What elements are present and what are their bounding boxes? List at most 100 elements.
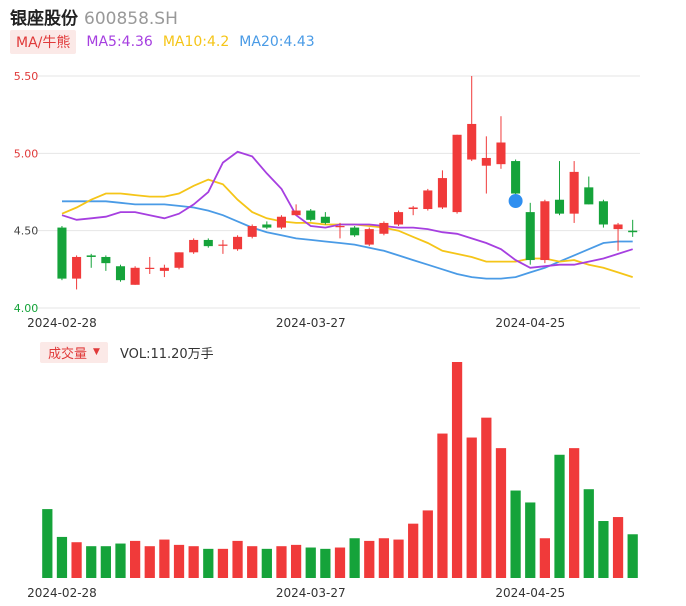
volume-bar[interactable] [408, 523, 419, 578]
volume-bar[interactable] [203, 548, 214, 578]
candle[interactable] [437, 170, 447, 210]
volume-bar[interactable] [364, 540, 375, 578]
volume-bar[interactable] [42, 509, 53, 578]
candle[interactable] [335, 222, 345, 239]
candle[interactable] [233, 235, 243, 251]
volume-bar[interactable] [173, 544, 185, 578]
volume-bar[interactable] [510, 490, 521, 578]
candle[interactable] [115, 264, 126, 282]
volume-bar[interactable] [159, 539, 170, 578]
x-tick-label: 2024-04-25 [495, 316, 565, 330]
candle[interactable] [101, 255, 111, 271]
volume-bar[interactable] [451, 362, 463, 578]
volume-bar[interactable] [378, 538, 390, 578]
candle-body [57, 227, 67, 279]
candle[interactable] [57, 226, 67, 281]
volume-bar[interactable] [144, 546, 155, 578]
candle[interactable] [525, 202, 535, 265]
volume-bar[interactable] [598, 521, 609, 578]
candle[interactable] [584, 176, 594, 205]
candle[interactable] [598, 199, 608, 228]
candle[interactable] [130, 266, 140, 285]
candle[interactable] [145, 256, 155, 274]
volume-bar[interactable] [495, 448, 507, 578]
ma20-legend: MA20:4.43 [239, 34, 315, 50]
volume-bar[interactable] [539, 538, 550, 578]
volume-bar[interactable] [290, 544, 302, 578]
volume-bar[interactable] [100, 546, 111, 578]
volume-bar[interactable] [422, 510, 433, 578]
event-marker-circle [508, 194, 523, 208]
volume-bar[interactable] [56, 536, 68, 578]
candle[interactable] [364, 227, 374, 247]
candle[interactable] [159, 264, 169, 278]
candle[interactable] [306, 209, 316, 222]
ma-toggle-button[interactable]: MA/牛熊 [10, 30, 77, 54]
volume-bar[interactable] [525, 502, 536, 578]
volume-bar[interactable] [320, 548, 331, 578]
candle[interactable] [467, 76, 477, 162]
volume-bar[interactable] [437, 433, 448, 578]
candle[interactable] [554, 161, 565, 216]
volume-bar[interactable] [481, 417, 492, 578]
volume-bar[interactable] [261, 548, 272, 578]
candle[interactable] [540, 199, 550, 264]
candle-body [379, 222, 389, 234]
volume-bar[interactable] [334, 547, 346, 578]
candle[interactable] [262, 221, 272, 230]
candle[interactable] [408, 205, 418, 216]
volume-bar[interactable] [188, 546, 199, 578]
volume-bar[interactable] [247, 546, 258, 578]
candle-body [276, 216, 286, 228]
candle[interactable] [320, 212, 330, 225]
candle[interactable] [423, 188, 433, 211]
candle-body [613, 224, 623, 230]
candle[interactable] [613, 222, 623, 251]
x-tick-label: 2024-03-27 [276, 316, 346, 330]
volume-bar[interactable] [583, 489, 594, 578]
volume-bar[interactable] [86, 546, 97, 578]
candle[interactable] [379, 221, 389, 236]
volume-bar[interactable] [71, 542, 82, 578]
candle[interactable] [628, 219, 638, 237]
candle[interactable] [496, 116, 506, 169]
candle[interactable] [86, 253, 96, 268]
candle[interactable] [189, 238, 199, 254]
volume-bar[interactable] [612, 517, 624, 578]
volume-bar[interactable] [627, 534, 638, 578]
candle[interactable] [72, 255, 82, 290]
candle-body [86, 255, 96, 257]
candle-body [306, 210, 316, 220]
volume-bar[interactable] [569, 448, 580, 578]
candle[interactable] [452, 134, 462, 214]
y-tick-label: 5.50 [14, 70, 39, 83]
candle[interactable] [174, 252, 184, 270]
candle-body [437, 178, 447, 208]
candle[interactable] [350, 226, 360, 237]
stock-name: 银座股份 [10, 9, 78, 29]
volume-toggle-label: 成交量 [48, 346, 88, 362]
candle[interactable] [569, 161, 579, 223]
candle-body [554, 199, 565, 214]
event-marker-icon[interactable] [508, 194, 523, 208]
volume-bar[interactable] [393, 539, 404, 578]
volume-bar[interactable] [232, 540, 243, 578]
volume-bar[interactable] [130, 540, 141, 578]
volume-bar[interactable] [305, 547, 316, 578]
volume-bar[interactable] [217, 548, 229, 578]
candle[interactable] [291, 204, 301, 216]
candle[interactable] [394, 210, 404, 227]
volume-toggle-button[interactable]: 成交量 ▼ [40, 341, 108, 363]
candle[interactable] [218, 239, 228, 254]
candle[interactable] [276, 215, 286, 230]
volume-bar[interactable] [466, 437, 477, 578]
candle-body [335, 226, 345, 228]
volume-bar[interactable] [349, 538, 360, 578]
volume-bar[interactable] [554, 454, 565, 578]
volume-bar[interactable] [276, 546, 287, 578]
volume-bar[interactable] [115, 543, 126, 578]
candle[interactable] [247, 224, 257, 239]
candle[interactable] [481, 136, 491, 194]
candle[interactable] [203, 238, 213, 248]
